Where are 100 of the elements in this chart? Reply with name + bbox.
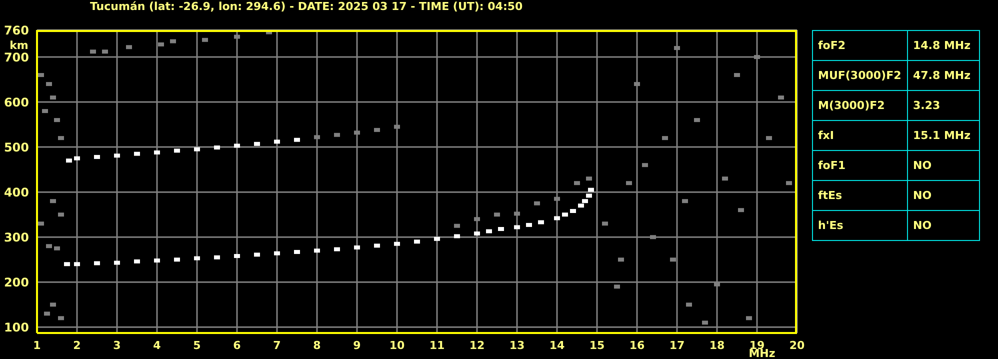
point — [602, 222, 608, 226]
x-tick-label: 11 — [429, 338, 445, 352]
point — [314, 135, 320, 140]
point — [274, 140, 280, 144]
point — [58, 136, 64, 140]
point — [578, 204, 584, 208]
x-tick-label: 4 — [153, 338, 162, 352]
text: ftEs — [812, 180, 908, 210]
point — [94, 261, 100, 266]
point — [42, 109, 48, 114]
point — [514, 225, 520, 230]
point — [526, 222, 532, 227]
point — [254, 252, 260, 257]
point — [570, 208, 576, 213]
y-tick-label: 400 — [4, 185, 29, 200]
point — [66, 158, 72, 163]
point — [334, 132, 340, 137]
text: NO — [908, 150, 980, 180]
point — [114, 260, 120, 265]
text: 15.1 MHz — [908, 120, 980, 150]
point — [234, 254, 240, 258]
y-tick-label: 200 — [4, 275, 29, 290]
point — [394, 124, 400, 129]
x-tick-label: 15 — [589, 338, 605, 352]
point — [134, 259, 140, 264]
point — [734, 73, 740, 78]
point — [354, 245, 360, 250]
point — [50, 96, 56, 100]
x-tick-label: 16 — [629, 338, 645, 352]
text: foF2 — [812, 30, 908, 60]
point — [58, 316, 64, 320]
point — [778, 96, 784, 100]
x-tick-label: 13 — [509, 338, 525, 352]
point — [314, 248, 320, 253]
point — [662, 136, 668, 140]
point — [126, 45, 132, 50]
point — [46, 244, 52, 248]
point — [274, 251, 280, 256]
point — [474, 217, 480, 222]
y-tick-label: 600 — [4, 95, 29, 110]
point — [650, 235, 656, 240]
point — [134, 152, 140, 156]
point — [454, 224, 460, 228]
point — [58, 212, 64, 217]
x-tick-label: 17 — [669, 338, 685, 352]
point — [722, 176, 728, 181]
point — [486, 229, 492, 234]
x-tick-label: 2 — [73, 338, 81, 352]
point — [682, 199, 688, 204]
point — [254, 142, 260, 146]
point — [414, 240, 420, 244]
point — [102, 50, 108, 54]
point — [64, 262, 70, 266]
point — [234, 144, 240, 148]
point — [586, 176, 592, 181]
x-tick-label: 18 — [709, 338, 725, 352]
text: NO — [908, 180, 980, 210]
point — [50, 302, 56, 307]
point — [694, 118, 700, 122]
point — [786, 181, 792, 186]
point — [90, 50, 96, 54]
x-tick-label: 7 — [273, 338, 281, 352]
point — [588, 188, 594, 192]
y-tick-label: 100 — [4, 320, 29, 334]
x-tick-label: 12 — [469, 338, 485, 352]
point — [554, 196, 560, 201]
point — [54, 118, 60, 122]
point — [494, 212, 500, 217]
point — [214, 255, 220, 260]
point — [74, 156, 80, 160]
text: M(3000)F2 — [812, 90, 908, 120]
point — [674, 46, 680, 50]
point — [746, 316, 752, 320]
point — [434, 236, 440, 241]
point — [234, 34, 240, 39]
point — [702, 320, 708, 325]
point — [374, 128, 380, 132]
point — [214, 146, 220, 150]
point — [534, 201, 540, 206]
point — [394, 242, 400, 246]
text: 3.23 — [908, 90, 980, 120]
point — [626, 181, 632, 186]
point — [514, 212, 520, 216]
point — [294, 138, 300, 142]
point — [174, 258, 180, 262]
point — [618, 258, 624, 262]
point — [294, 250, 300, 254]
point — [202, 38, 208, 42]
point — [374, 244, 380, 248]
x-tick-label: 20 — [789, 338, 805, 352]
point — [642, 163, 648, 168]
point — [46, 82, 52, 86]
point — [38, 222, 44, 226]
point — [714, 282, 720, 286]
y-axis-title: km — [10, 39, 28, 52]
point — [738, 208, 744, 212]
x-tick-label: 6 — [233, 338, 242, 352]
point — [154, 258, 160, 263]
point — [158, 42, 164, 46]
point — [538, 220, 544, 224]
